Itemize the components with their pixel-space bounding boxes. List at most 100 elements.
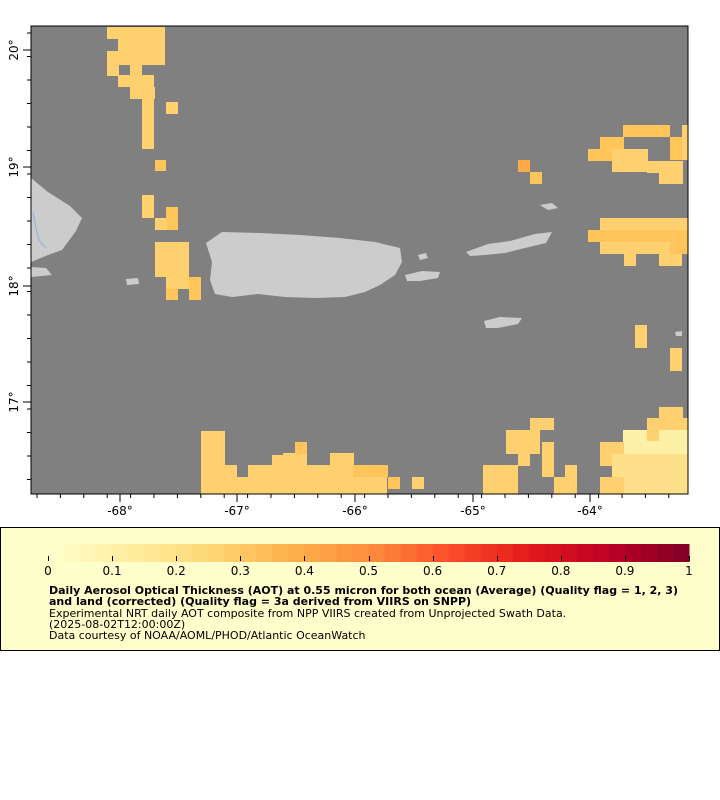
colorbar-tick-label: 0.4: [294, 564, 314, 578]
colorbar-segment: [160, 544, 177, 562]
colorbar-tick: [240, 556, 242, 561]
vieques-land: [405, 271, 440, 281]
colorbar-segment: [480, 544, 498, 562]
aot-cell: [330, 453, 354, 494]
legend-credit: Data courtesy of NOAA/AOML/PHOD/Atlantic…: [49, 629, 366, 642]
colorbar-tick: [624, 556, 626, 561]
river-line: [32, 211, 47, 249]
colorbar-segment: [464, 544, 482, 562]
aot-cell: [412, 477, 424, 489]
aot-cell: [530, 172, 542, 184]
aot-cell: [166, 102, 178, 114]
colorbar-segment: [80, 544, 97, 562]
colorbar-segment: [112, 544, 129, 562]
colorbar-tick-label: 0.8: [551, 564, 571, 578]
mona-island-land: [126, 278, 139, 285]
colorbar-tick-label: 0.1: [102, 564, 122, 578]
colorbar-segment: [336, 544, 353, 562]
colorbar-tick: [112, 556, 114, 561]
aot-cell: [588, 230, 688, 242]
colorbar-segment: [528, 544, 546, 562]
colorbar-segment: [432, 544, 450, 562]
virgin-islands-land: [466, 232, 552, 256]
aot-cell: [155, 160, 166, 171]
aot-cell: [588, 149, 600, 161]
aot-cell: [155, 242, 189, 277]
aot-cell: [612, 149, 648, 172]
colorbar-segment: [192, 544, 209, 562]
colorbar-segment: [128, 544, 145, 562]
aot-cell: [670, 137, 682, 160]
map-frame: [30, 25, 689, 495]
aot-cell: [647, 161, 683, 173]
aot-cell: [659, 172, 683, 184]
colorbar-segment: [144, 544, 161, 562]
colorbar-segment: [256, 544, 273, 562]
aot-cell: [600, 477, 624, 494]
colorbar-segment: [208, 544, 225, 562]
aot-map: -68° -67° -66° -65° -64° 20° 19° 18° 17°: [7, 25, 689, 518]
aot-cell: [130, 63, 142, 78]
lon-tick-label: -64°: [577, 504, 603, 518]
aot-cell: [623, 125, 670, 137]
colorbar-segment: [592, 544, 610, 562]
map-axes: -68° -67° -66° -65° -64° 20° 19° 18° 17°: [7, 32, 670, 518]
aot-cell: [166, 289, 178, 300]
aot-cell: [118, 27, 165, 65]
aot-cell: [518, 454, 530, 466]
lon-tick-label: -67°: [224, 504, 250, 518]
anguilla-land: [540, 203, 558, 210]
aot-cell: [647, 418, 659, 441]
aot-cell: [600, 218, 688, 230]
aot-cell: [142, 99, 154, 149]
lat-tick-label: 20°: [7, 39, 21, 60]
lon-tick-label: -68°: [107, 504, 133, 518]
st-croix-land: [484, 317, 522, 328]
aot-cell: [201, 431, 225, 494]
lon-tick-label: -65°: [460, 504, 486, 518]
aot-cell: [353, 465, 388, 477]
colorbar-segment: [656, 544, 674, 562]
colorbar-tick: [368, 556, 370, 561]
aot-cell: [283, 453, 307, 494]
colorbar-segment: [496, 544, 514, 562]
colorbar-segment: [512, 544, 530, 562]
aot-cell: [155, 218, 167, 230]
aot-cell: [542, 442, 554, 477]
legend-description: Experimental NRT daily AOT composite fro…: [49, 607, 567, 620]
aot-cell: [635, 325, 647, 348]
colorbar-tick-label: 0.5: [358, 564, 379, 578]
colorbar: [48, 544, 690, 562]
colorbar-segment: [288, 544, 305, 562]
colorbar-segment: [608, 544, 626, 562]
colorbar-segment: [64, 544, 81, 562]
colorbar-segment: [672, 544, 690, 562]
puerto-rico-land: [206, 232, 402, 298]
hispaniola-land: [31, 178, 82, 262]
colorbar-segment: [416, 544, 434, 562]
aot-cell: [682, 125, 688, 160]
aot-cell: [237, 477, 249, 494]
colorbar-segment: [224, 544, 241, 562]
colorbar-segment: [96, 544, 113, 562]
colorbar-tick-label: 0.9: [615, 564, 635, 578]
colorbar-segment: [448, 544, 466, 562]
aot-cells: [107, 27, 688, 494]
colorbar-segment: [544, 544, 562, 562]
aot-cell: [530, 418, 554, 430]
colorbar-tick-label: 0.3: [230, 564, 250, 578]
culebra-land: [418, 253, 428, 260]
colorbar-segment: [576, 544, 594, 562]
hispaniola-south-land: [31, 267, 52, 277]
colorbar-tick-label: 1: [685, 564, 693, 578]
aot-cell: [130, 87, 155, 99]
colorbar-segment: [176, 544, 193, 562]
legend-panel: 0 0.1 0.2 0.3 0.4 0.5 0.6 0.7 0.8 0.9 1 Daily Aero…: [0, 527, 720, 651]
aot-cell: [659, 254, 682, 266]
colorbar-tick: [432, 556, 434, 561]
aot-cell: [142, 195, 154, 218]
colorbar-segment: [400, 544, 418, 562]
colorbar-segment: [304, 544, 321, 562]
saba-land: [675, 331, 682, 336]
aot-cell: [483, 465, 518, 494]
